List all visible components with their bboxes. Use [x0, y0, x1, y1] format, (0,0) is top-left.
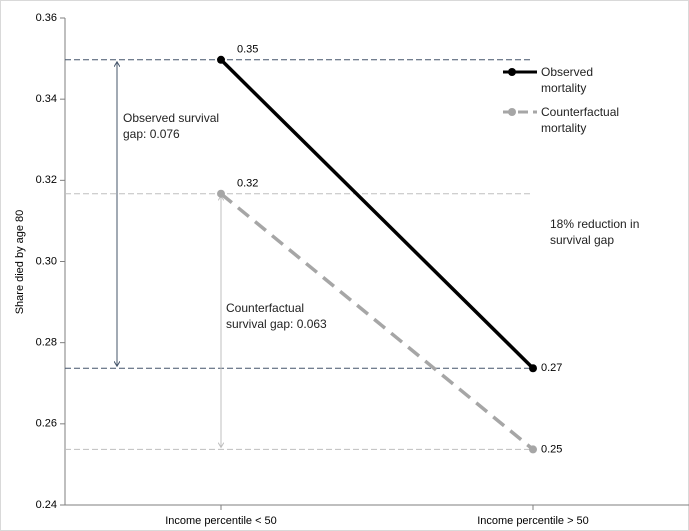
legend-marker — [508, 68, 516, 76]
y-tick-label: 0.24 — [36, 499, 57, 511]
annotation: Counterfactual survival gap: 0.063 — [226, 301, 327, 331]
point — [217, 55, 225, 64]
series-line — [219, 192, 535, 451]
y-axis-label: Share died by age 80 — [14, 210, 26, 315]
point — [217, 189, 225, 198]
y-tick-label: 0.30 — [36, 255, 57, 267]
y-tick-label: 0.26 — [36, 418, 57, 430]
value-label: 0.35 — [237, 44, 258, 56]
point — [529, 445, 537, 454]
series-line — [219, 58, 535, 370]
annotation: 18% reduction in survival gap — [550, 217, 640, 247]
x-tick-label: Income percentile < 50 — [165, 515, 277, 527]
value-label: 0.25 — [541, 443, 562, 455]
y-tick-label: 0.28 — [36, 337, 57, 349]
value-label: 0.27 — [541, 362, 562, 374]
legend-label: Observed mortality — [541, 65, 594, 95]
y-tick-label: 0.36 — [36, 12, 57, 24]
y-tick-label: 0.34 — [36, 93, 57, 105]
annotation: Observed survival gap: 0.076 — [123, 111, 220, 141]
legend-label: Counterfactual mortality — [541, 105, 620, 135]
legend-marker — [508, 108, 516, 116]
point — [529, 364, 537, 373]
x-tick-label: Income percentile > 50 — [477, 515, 589, 527]
value-label: 0.32 — [237, 178, 258, 190]
y-tick-label: 0.32 — [36, 174, 57, 186]
